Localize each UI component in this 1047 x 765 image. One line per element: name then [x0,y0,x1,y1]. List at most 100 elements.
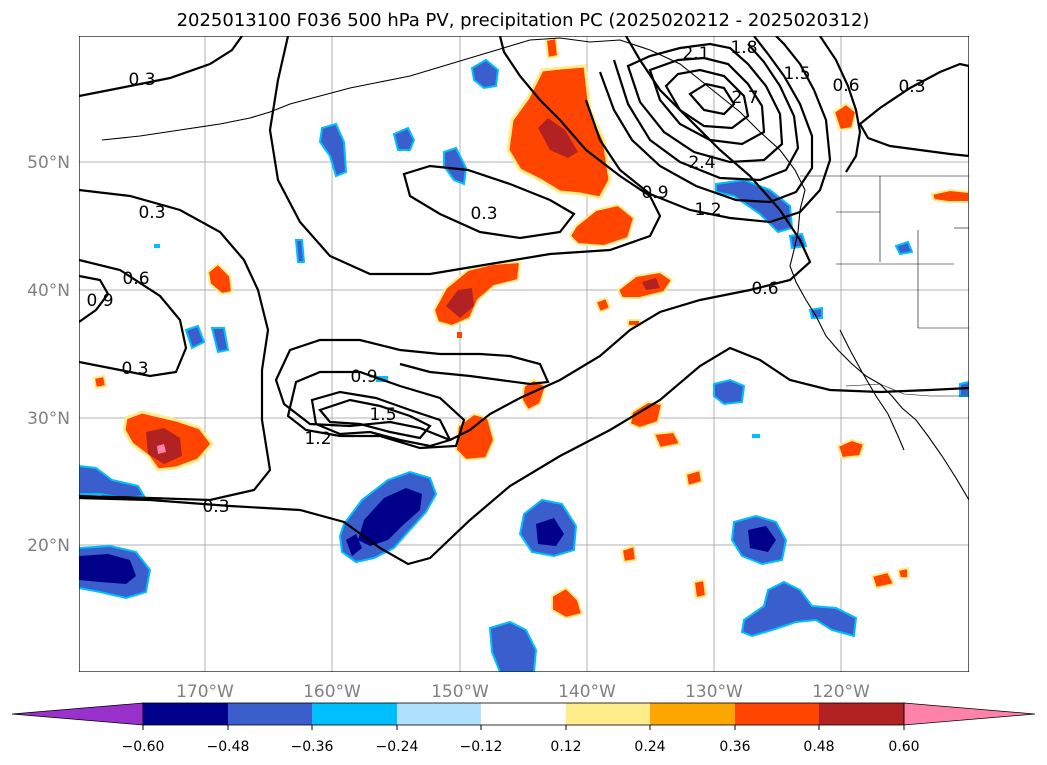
state-border-3 [917,230,969,329]
colorbar: −0.60 −0.48 −0.36 −0.24 −0.12 0.12 0.24 … [11,702,1036,755]
precip-negative-regions [79,58,969,672]
pv-label: 0.3 [470,204,497,224]
pv-label: 0.9 [350,367,377,387]
precip-neg-42n-174w [154,244,160,248]
colorbar-bin [819,703,904,725]
colorbar-bin [481,703,566,725]
pv-contour-0p3-west [79,188,272,502]
precip-pos-17n-117w [870,570,896,590]
pv-contour-0p9-north [584,36,832,224]
precip-pos-33n-151w [457,332,462,338]
baja-coastline [839,329,905,451]
pv-contour-0p3-central [268,36,662,276]
pv-label: 0.6 [832,76,859,96]
precip-neg-29n-127w [752,434,760,438]
pv-contour-0p3-inner-loop [402,164,576,240]
precip-pos-17n-114w [896,566,909,579]
pv-label: 0.9 [641,183,668,203]
precip-neg-43n-165w [294,239,306,263]
pv-contour-0p6-west [79,258,188,378]
precip-neg-21n-142w-core [536,518,564,546]
precip-pos-north-tip [544,36,560,60]
pv-label: 0.6 [751,279,778,299]
colorbar-tick-label: 0.36 [719,739,750,755]
colorbar-bin [397,703,481,725]
colorbar-tick-label: 0.24 [634,739,665,755]
pv-label: 0.6 [122,269,149,289]
colorbar-tick-label: 0.48 [803,739,834,755]
colorbar-bin [650,703,735,725]
precip-pos-53n-119w [832,102,858,132]
pv-label: 0.3 [898,77,925,97]
precip-neg-18n-176w-core [79,554,136,584]
colorbar-tick-label: −0.60 [122,739,165,755]
colorbar-tick-label: −0.48 [207,739,250,755]
precip-neg-58n-148w [470,58,500,90]
pv-contour-1p2-north [598,36,814,204]
pv-label: 1.5 [783,64,810,84]
pv-label: 1.2 [694,200,721,220]
longitude-labels: 170°W 160°W 150°W 140°W 130°W 120°W [176,682,870,702]
latitude-labels: 50°N 40°N 30°N 20°N [27,153,70,556]
colorbar-extend-max [903,702,1036,726]
colorbar-tick-label: 0.12 [550,739,581,755]
precip-neg-52n-155w [392,126,416,151]
colorbar-bin [143,703,228,725]
aleutian-coastline [101,51,491,141]
pv-label: 0.3 [128,70,155,90]
lat-label: 50°N [27,153,70,173]
precip-pos-41n-169w [206,262,234,296]
precip-pos-27n-152w [454,412,496,462]
precip-pos-45n-135w [568,203,636,248]
precip-neg-37n-169w [210,327,230,354]
precip-neg-42n-115w [894,240,914,256]
precip-neg-13n-145w [488,620,538,672]
precip-neg-22n-155w-south [346,534,362,556]
pv-label: 2.4 [688,153,715,173]
precip-pos-16n-143w [551,586,584,620]
lon-label: 170°W [176,682,234,702]
colorbar-ticks [142,725,905,730]
lon-label: 120°W [812,682,870,702]
pv-label: 0.3 [121,359,148,379]
precip-neg-15n-123w [740,580,858,638]
pv-contour-2p4-north [664,68,750,130]
pv-contour-0p3-ne [858,62,969,158]
pv-contour-0p3-south [79,346,969,566]
precip-pos-33n-178w [92,374,108,390]
pv-contours [79,36,969,566]
precip-neg-52n-161w [318,122,348,178]
alaska-coastline [489,37,806,191]
precip-pos-40n-142w [594,296,612,314]
precip-pos-27n-119w [836,438,866,460]
colorbar-tick-label: −0.12 [460,739,503,755]
colorbar-tick-label: −0.36 [291,739,334,755]
lon-label: 150°W [431,682,489,702]
precip-pos-28n-135w [652,430,682,450]
pv-contour-1p2-central [310,390,452,448]
political-borders [800,175,969,397]
pv-label: 1.8 [730,38,757,58]
colorbar-bin [735,703,819,725]
colorbar-extend-min [11,702,144,726]
colorbar-bin [228,703,312,725]
pv-label: 0.9 [86,291,113,311]
pv-contour-0p9-central [286,370,466,450]
us-mexico-border [845,383,969,397]
lat-label: 20°N [27,536,70,556]
pv-label: 0.3 [202,497,229,517]
pv-contour-0p6-ne [819,36,862,173]
pv-contour-0p9-west [79,274,110,323]
colorbar-frame [142,702,905,726]
map-panel: 0.3 0.3 0.3 0.3 0.3 0.3 0.6 0.6 0.6 0.9 … [79,36,969,672]
precip-pos-30n-137w [628,400,664,430]
pv-label: 2.7 [731,88,758,108]
pv-contour-1p8-north [626,42,784,164]
pv-label: 2.1 [682,44,709,64]
precip-pos-28n-172w-max [157,444,166,454]
precip-pos-40n-138w-core [642,278,660,290]
pv-label: 1.5 [369,405,396,425]
lon-label: 130°W [685,682,743,702]
precip-neg-33n-131w [713,378,746,406]
